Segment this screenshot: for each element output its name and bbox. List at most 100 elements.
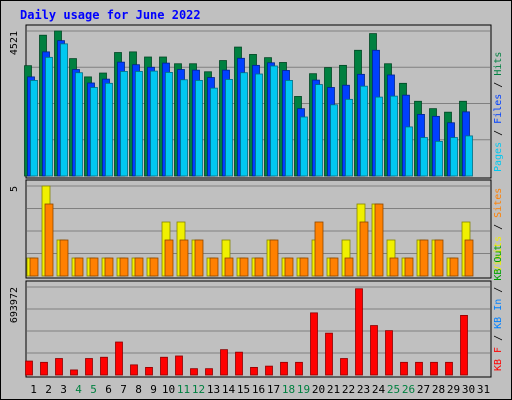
bar-pages-day-10 [165,72,173,177]
bar-pages-day-24 [375,96,383,177]
bar-kb-f-day-4 [70,369,78,376]
panel-legend: Visits / Sites [493,188,504,272]
bar-kb-f-day-9 [145,366,153,376]
panel-max-label: 693972 [9,287,20,323]
bar-sites-day-9 [149,257,159,277]
day-label: 26 [402,383,415,396]
day-label: 25 [387,383,400,396]
bar-pages-day-18 [285,80,293,177]
bar-pages-day-8 [135,71,143,177]
bar-kb-f-day-30 [460,315,468,376]
bar-pages-day-14 [225,79,233,177]
day-label: 4 [75,383,82,396]
bar-pages-day-22 [345,98,353,177]
day-label: 30 [462,383,475,396]
bar-pages-day-27 [420,137,428,177]
bar-pages-day-15 [240,72,248,177]
bar-pages-day-28 [435,140,443,177]
panel-max-label: 4521 [9,31,20,55]
bar-pages-day-3 [60,43,68,177]
day-label: 11 [177,383,190,396]
bar-pages-day-30 [465,135,473,177]
bar-kb-f-day-27 [415,361,423,376]
bar-pages-day-12 [195,80,203,177]
bar-pages-day-29 [450,137,458,177]
legend-entry: Pages [493,142,504,172]
bar-sites-day-17 [269,239,279,277]
legend-separator: / [493,329,504,347]
bar-kb-f-day-28 [430,361,438,376]
bar-pages-day-6 [105,82,113,177]
bar-kb-f-day-6 [100,356,108,376]
day-label: 14 [222,383,236,396]
bar-sites-day-27 [419,239,429,277]
bar-kb-f-day-10 [160,356,168,376]
bar-pages-day-26 [405,126,413,177]
bar-sites-day-8 [134,257,144,277]
bar-sites-day-29 [449,257,459,277]
day-label: 16 [252,383,265,396]
bar-pages-day-4 [75,72,83,177]
bar-kb-f-day-24 [370,325,378,376]
day-label: 29 [447,383,460,396]
bar-pages-day-7 [120,71,128,177]
bar-sites-day-23 [359,221,369,277]
day-label: 18 [282,383,295,396]
bar-sites-day-6 [104,257,114,277]
day-label: 13 [207,383,220,396]
bar-sites-day-10 [164,239,174,277]
panel-legend: KB F / KB In / KB Out [493,245,504,371]
bar-sites-day-24 [374,203,384,277]
day-label: 9 [150,383,157,396]
bar-sites-day-16 [254,257,264,277]
day-label: 21 [327,383,340,396]
bar-kb-f-day-16 [250,366,258,376]
bar-pages-day-5 [90,87,98,177]
bar-kb-f-day-26 [400,361,408,376]
legend-entry: Files [493,94,504,124]
bar-sites-day-11 [179,239,189,277]
bar-kb-f-day-29 [445,361,453,376]
bar-kb-f-day-21 [325,332,333,376]
day-label: 28 [432,383,445,396]
legend-separator: / [493,124,504,142]
bar-sites-day-5 [89,257,99,277]
bar-sites-day-19 [299,257,309,277]
bar-kb-f-day-13 [205,368,213,376]
bar-kb-f-day-12 [190,368,198,376]
bar-pages-day-11 [180,79,188,177]
legend-entry: KB In [493,299,504,329]
bar-kb-f-day-11 [175,355,183,376]
bar-kb-f-day-20 [310,312,318,376]
day-label: 31 [477,383,490,396]
legend-separator: / [493,76,504,94]
day-label: 20 [312,383,325,396]
panel-kbytes: 693972 KB F / KB In / KB Out [9,245,504,378]
bar-kb-f-day-1 [25,360,33,376]
panel-hits: 4521 Pages / Files / Hits [9,24,504,179]
bar-sites-day-3 [59,239,69,277]
bar-pages-day-20 [315,84,323,177]
legend-entry: Visits [493,236,504,272]
chart-title: Daily usage for June 2022 [20,8,201,22]
panel-visits: 5 Visits / Sites [9,179,504,279]
panel-max-label: 5 [9,186,20,192]
bar-pages-day-23 [360,85,368,177]
bar-sites-day-30 [464,239,474,277]
day-label: 12 [192,383,205,396]
bar-sites-day-7 [119,257,129,277]
bar-kb-f-day-19 [295,361,303,376]
day-label: 19 [297,383,310,396]
bar-sites-day-12 [194,239,204,277]
legend-entry: KB Out [493,245,504,281]
bar-pages-day-9 [150,70,158,177]
bar-pages-day-19 [300,116,308,177]
bar-kb-f-day-3 [55,358,63,376]
bar-pages-day-16 [255,73,263,177]
bar-sites-day-20 [314,221,324,277]
bar-kb-f-day-7 [115,341,123,376]
day-label: 23 [357,383,370,396]
bar-kb-f-day-17 [265,365,273,376]
legend-entry: Hits [493,52,504,76]
